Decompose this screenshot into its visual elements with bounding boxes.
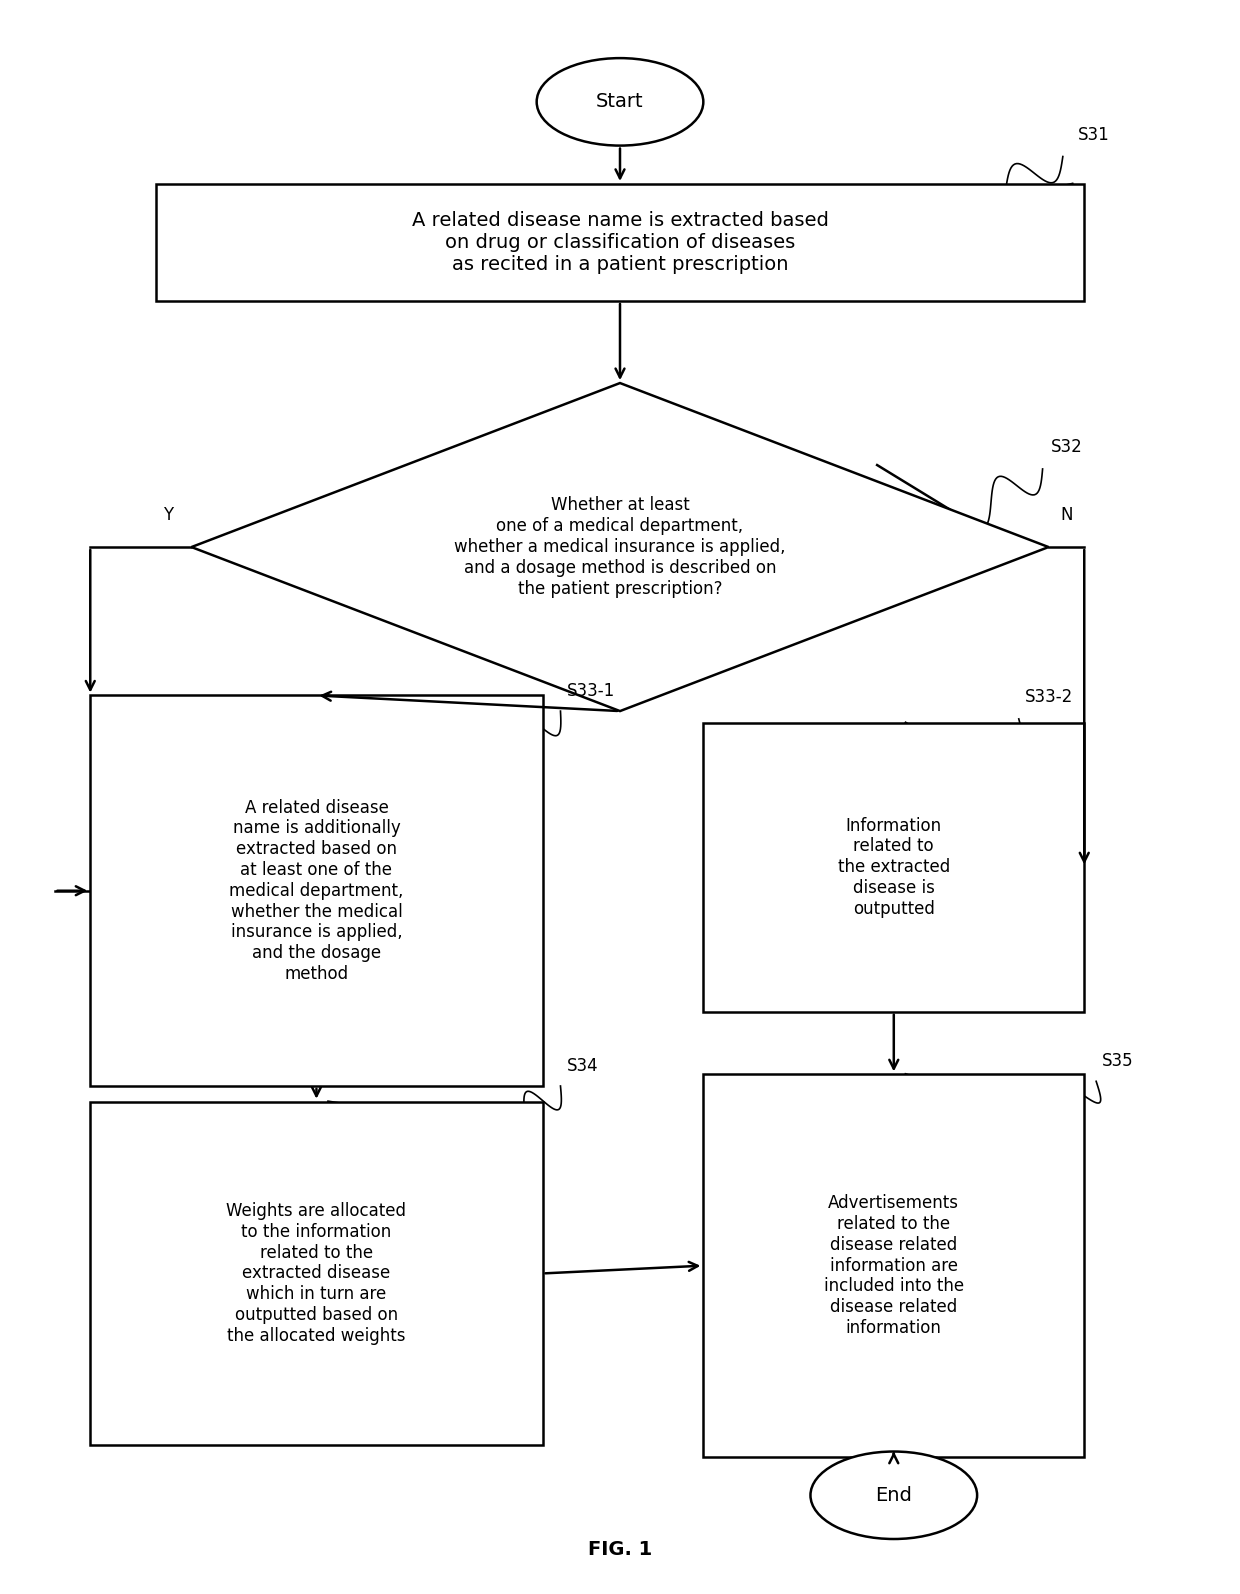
Text: A related disease name is extracted based
on drug or classification of diseases
: A related disease name is extracted base… bbox=[412, 210, 828, 274]
FancyBboxPatch shape bbox=[703, 1074, 1084, 1457]
Text: N: N bbox=[1060, 505, 1073, 523]
FancyBboxPatch shape bbox=[703, 722, 1084, 1012]
Text: Weights are allocated
to the information
related to the
extracted disease
which : Weights are allocated to the information… bbox=[227, 1202, 407, 1345]
FancyBboxPatch shape bbox=[156, 183, 1084, 301]
Polygon shape bbox=[191, 383, 1049, 711]
Text: S31: S31 bbox=[1079, 126, 1110, 143]
Text: Information
related to
the extracted
disease is
outputted: Information related to the extracted dis… bbox=[838, 816, 950, 918]
Text: Start: Start bbox=[596, 92, 644, 112]
Text: S33-2: S33-2 bbox=[1024, 689, 1073, 706]
FancyBboxPatch shape bbox=[91, 695, 543, 1086]
Ellipse shape bbox=[537, 57, 703, 145]
Text: FIG. 1: FIG. 1 bbox=[588, 1540, 652, 1559]
Text: S32: S32 bbox=[1052, 438, 1083, 456]
Text: S34: S34 bbox=[567, 1057, 598, 1074]
Text: Advertisements
related to the
disease related
information are
included into the
: Advertisements related to the disease re… bbox=[823, 1194, 963, 1337]
Ellipse shape bbox=[811, 1452, 977, 1540]
Text: Whether at least
one of a medical department,
whether a medical insurance is app: Whether at least one of a medical depart… bbox=[454, 496, 786, 598]
Text: End: End bbox=[875, 1486, 913, 1505]
Text: S35: S35 bbox=[1102, 1052, 1133, 1071]
Text: A related disease
name is additionally
extracted based on
at least one of the
me: A related disease name is additionally e… bbox=[229, 799, 404, 983]
Text: S33-1: S33-1 bbox=[567, 682, 615, 700]
Text: Y: Y bbox=[164, 505, 174, 523]
FancyBboxPatch shape bbox=[91, 1101, 543, 1446]
